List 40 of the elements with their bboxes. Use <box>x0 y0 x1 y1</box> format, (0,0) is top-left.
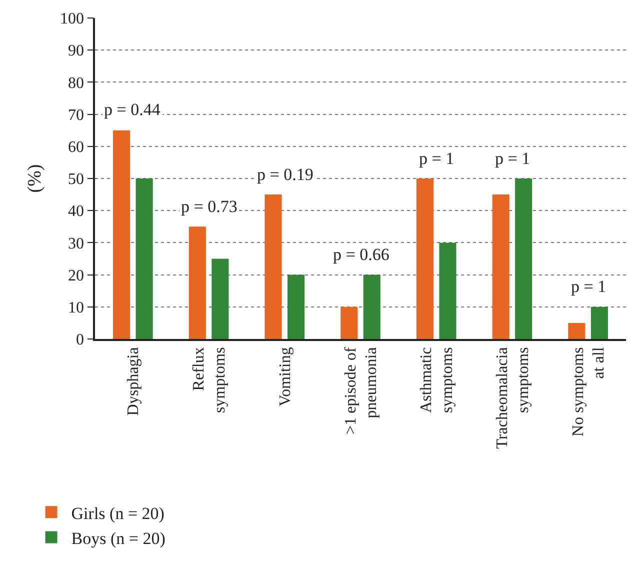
annotation: p = 1 <box>571 277 606 296</box>
bar <box>568 322 586 339</box>
x-tick-label: Reflux symptoms <box>190 347 228 413</box>
bar <box>340 306 358 339</box>
bar <box>416 178 434 339</box>
bar <box>212 258 229 339</box>
y-tick-label: 80 <box>68 74 84 92</box>
bar <box>136 178 153 339</box>
x-tick-label: Vomiting <box>276 347 294 406</box>
bar <box>287 274 305 339</box>
x-tick-label: Dysphagia <box>125 347 142 416</box>
y-tick-label: 60 <box>68 139 84 156</box>
bar <box>264 194 282 339</box>
y-tick-label: 70 <box>68 106 84 124</box>
legend-label: Girls (n = 20) <box>71 504 164 523</box>
legend-label: Boys (n = 20) <box>71 528 166 548</box>
y-tick-label: 100 <box>60 10 84 28</box>
bar <box>515 178 532 339</box>
annotation: p = 0.44 <box>104 100 161 119</box>
y-tick-label: 40 <box>68 203 84 220</box>
bar <box>188 226 206 339</box>
x-tick-label: >1 episode of pneumonia <box>342 346 380 434</box>
x-tick-label: No symptoms at all <box>570 346 608 436</box>
annotation: p = 1 <box>495 149 530 168</box>
y-tick-label: 50 <box>68 171 84 188</box>
bar <box>113 130 130 339</box>
y-tick-label: 90 <box>68 42 84 60</box>
bar <box>590 306 608 339</box>
annotation: p = 0.73 <box>181 197 238 216</box>
annotation: p = 0.19 <box>257 165 314 184</box>
y-tick-label: 30 <box>68 235 84 252</box>
bar <box>363 274 380 339</box>
y-tick-label: 10 <box>68 300 84 316</box>
annotation: p = 1 <box>419 149 454 168</box>
y-tick-label: 0 <box>76 332 84 349</box>
bar <box>439 242 456 339</box>
annotation: p = 0.66 <box>333 245 390 264</box>
y-axis-title: (%) <box>24 164 46 193</box>
bar <box>492 194 510 339</box>
y-tick-label: 20 <box>68 267 84 284</box>
